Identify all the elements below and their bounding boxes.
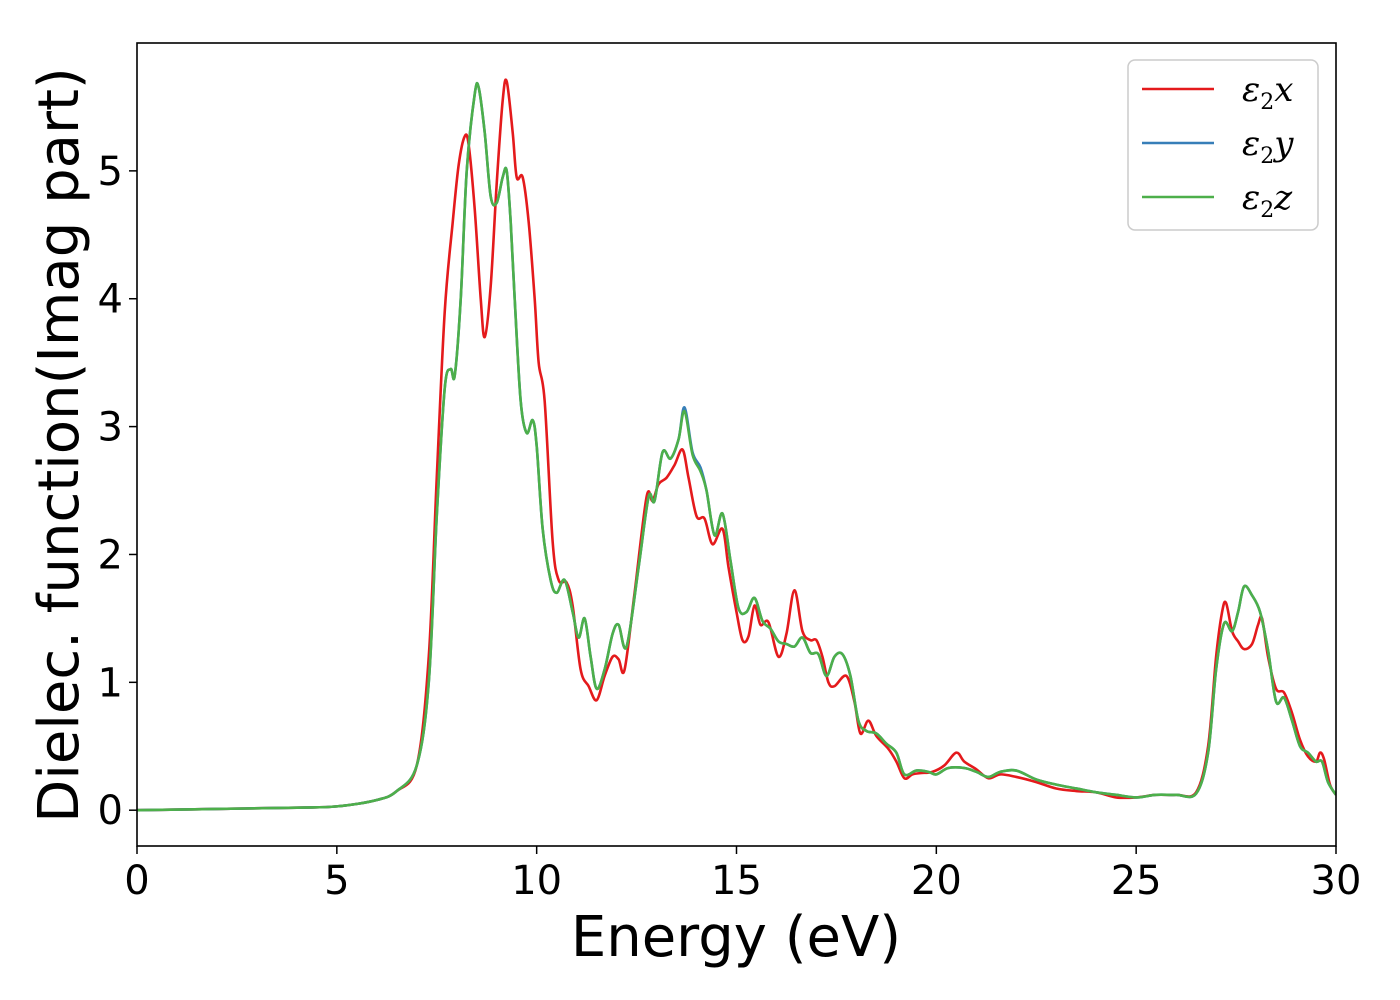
x-tick-label: 0 xyxy=(124,858,149,904)
y-tick-label: 1 xyxy=(98,660,123,706)
y-tick-label: 2 xyxy=(98,532,123,578)
x-tick-label: 25 xyxy=(1111,858,1162,904)
y-axis-ticks: 0 1 2 3 4 5 xyxy=(98,149,137,834)
legend-label-3: ε2z xyxy=(1242,178,1293,223)
y-tick-label: 3 xyxy=(98,405,123,451)
x-tick-label: 5 xyxy=(324,858,349,904)
y-tick-label: 0 xyxy=(98,788,123,834)
series-line-3 xyxy=(137,82,1336,812)
x-axis-ticks: 0 5 10 15 20 25 30 xyxy=(124,846,1361,904)
x-tick-label: 20 xyxy=(911,858,962,904)
x-tick-label: 10 xyxy=(511,858,562,904)
x-axis-label: Energy (eV) xyxy=(571,905,901,970)
legend-box xyxy=(1127,59,1319,231)
y-tick-label: 4 xyxy=(98,277,123,323)
x-tick-label: 30 xyxy=(1311,858,1362,904)
legend-label-1: ε2x xyxy=(1242,70,1293,115)
legend-label-2: ε2y xyxy=(1242,124,1294,169)
y-axis-label: Dielec. function(Imag part) xyxy=(27,67,92,823)
legend: ε2x ε2y ε2z xyxy=(1127,59,1319,231)
y-tick-label: 5 xyxy=(98,149,123,195)
plot-layer xyxy=(137,78,1336,812)
x-tick-label: 15 xyxy=(711,858,762,904)
